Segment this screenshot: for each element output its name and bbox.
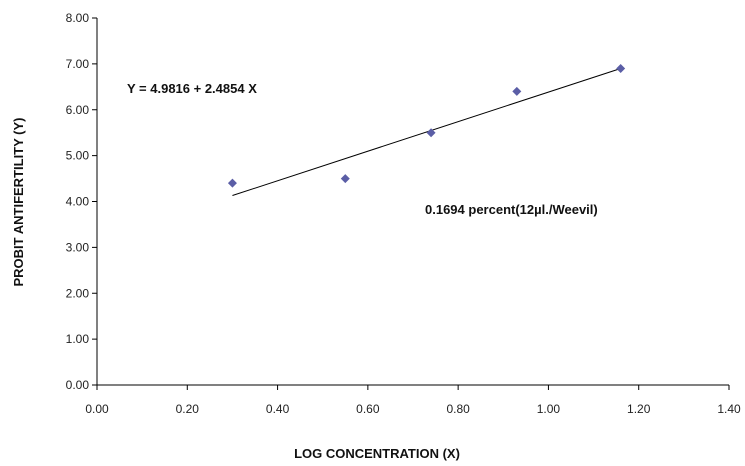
y-axis-ticks: 0.00 1.00 2.00 3.00 4.00 5.00 6.00 7.00 8.00 (66, 11, 97, 392)
y-tick-label: 5.00 (66, 149, 90, 163)
y-axis-title: PROBIT ANTIFERTILITY (Y) (11, 118, 26, 287)
trendline (232, 67, 621, 197)
x-tick-label: 0.20 (176, 402, 200, 416)
data-point (227, 178, 237, 188)
y-tick-label: 7.00 (66, 57, 90, 71)
x-tick-label: 1.40 (717, 402, 741, 416)
data-point (512, 86, 522, 96)
data-point (426, 128, 436, 138)
x-tick-label: 1.20 (627, 402, 651, 416)
y-tick-label: 6.00 (66, 103, 90, 117)
y-tick-label: 2.00 (66, 286, 90, 300)
concentration-annotation: 0.1694 percent(12µl./Weevil) (425, 202, 598, 217)
x-tick-label: 1.00 (537, 402, 561, 416)
x-tick-label: 0.00 (85, 402, 109, 416)
x-tick-label: 0.40 (266, 402, 290, 416)
data-point (616, 63, 626, 73)
y-tick-label: 1.00 (66, 332, 90, 346)
x-tick-label: 0.60 (356, 402, 380, 416)
data-points (227, 63, 626, 188)
x-axis-ticks: 0.00 0.20 0.40 0.60 0.80 1.00 1.20 1.40 (85, 385, 741, 416)
data-point (340, 174, 350, 184)
x-axis-title: LOG CONCENTRATION (X) (294, 446, 460, 461)
y-tick-label: 0.00 (66, 378, 90, 392)
y-tick-label: 4.00 (66, 195, 90, 209)
trendline-group (232, 67, 621, 197)
equation-annotation: Y = 4.9816 + 2.4854 X (127, 81, 257, 96)
y-tick-label: 8.00 (66, 11, 90, 25)
x-tick-label: 0.80 (446, 402, 470, 416)
y-tick-label: 3.00 (66, 240, 90, 254)
